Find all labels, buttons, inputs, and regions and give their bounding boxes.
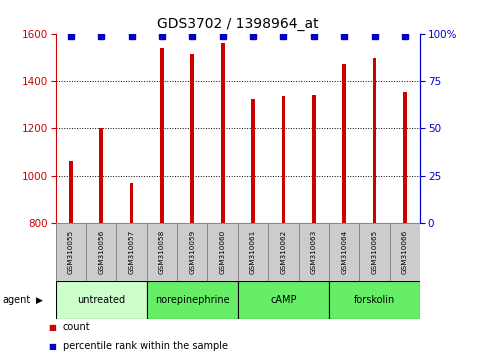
FancyBboxPatch shape [147,223,177,281]
Bar [69,161,72,223]
Text: forskolin: forskolin [354,295,395,305]
FancyBboxPatch shape [298,223,329,281]
Bar [251,99,255,223]
FancyBboxPatch shape [86,223,116,281]
Bar [312,95,316,223]
Text: GSM310060: GSM310060 [220,230,226,274]
FancyBboxPatch shape [177,223,208,281]
FancyBboxPatch shape [390,223,420,281]
Text: GSM310057: GSM310057 [128,230,135,274]
FancyBboxPatch shape [56,281,147,319]
Text: percentile rank within the sample: percentile rank within the sample [63,341,228,351]
Bar [99,128,103,223]
Text: GSM310055: GSM310055 [68,230,74,274]
Bar [282,96,285,223]
Text: GSM310066: GSM310066 [402,230,408,274]
Text: GSM310063: GSM310063 [311,230,317,274]
Text: norepinephrine: norepinephrine [155,295,229,305]
Bar [130,183,133,223]
Text: GSM310059: GSM310059 [189,230,195,274]
Text: ▶: ▶ [36,296,43,305]
FancyBboxPatch shape [329,281,420,319]
Text: untreated: untreated [77,295,125,305]
FancyBboxPatch shape [56,223,86,281]
Bar [403,92,407,223]
Text: GSM310058: GSM310058 [159,230,165,274]
FancyBboxPatch shape [238,281,329,319]
Bar [160,48,164,223]
Text: agent: agent [2,295,30,305]
Text: GSM310056: GSM310056 [98,230,104,274]
Text: GSM310061: GSM310061 [250,230,256,274]
Text: ■: ■ [48,323,56,332]
FancyBboxPatch shape [329,223,359,281]
FancyBboxPatch shape [268,223,298,281]
Text: ■: ■ [48,342,56,351]
FancyBboxPatch shape [147,281,238,319]
FancyBboxPatch shape [116,223,147,281]
Text: cAMP: cAMP [270,295,297,305]
Text: GSM310065: GSM310065 [371,230,378,274]
Bar [221,43,225,223]
Bar [190,54,194,223]
Bar [342,64,346,223]
Text: count: count [63,322,90,332]
FancyBboxPatch shape [208,223,238,281]
Text: GSM310062: GSM310062 [281,230,286,274]
FancyBboxPatch shape [238,223,268,281]
Bar [373,58,376,223]
Title: GDS3702 / 1398964_at: GDS3702 / 1398964_at [157,17,319,31]
FancyBboxPatch shape [359,223,390,281]
Text: GSM310064: GSM310064 [341,230,347,274]
